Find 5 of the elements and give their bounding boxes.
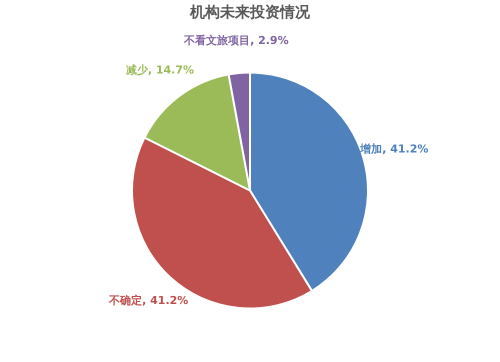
- slice-label: 不看文旅项目, 2.9%: [183, 34, 289, 48]
- slice-label: 增加, 41.2%: [359, 142, 428, 156]
- chart-title: 机构未来投资情况: [189, 3, 311, 21]
- slice-label: 减少, 14.7%: [126, 64, 194, 77]
- slice-label: 不确定, 41.2%: [108, 294, 188, 308]
